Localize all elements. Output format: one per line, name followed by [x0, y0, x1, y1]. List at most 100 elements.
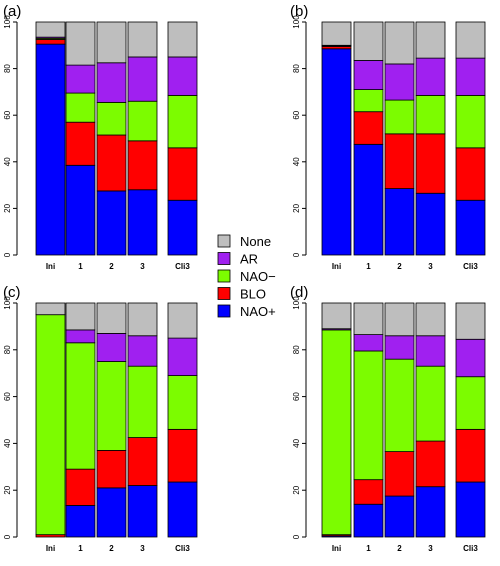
bar-segment-nao-plus-ini [35, 43, 66, 256]
bar-segment-nao-minus-3 [127, 365, 158, 438]
bar-segment-blo-ini [35, 39, 66, 45]
bar-segment-nao-plus-2 [96, 190, 127, 256]
bar-segment-none-3 [415, 302, 446, 337]
x-tick-label: 3 [140, 262, 145, 271]
legend-label: None [240, 234, 271, 249]
bar-segment-none-3 [127, 21, 158, 58]
y-tick-label: 0 [292, 252, 301, 257]
x-tick-label: 2 [397, 262, 402, 271]
bar-segment-blo-cli3 [167, 147, 198, 201]
y-tick-label: 80 [3, 64, 12, 73]
y-tick-label: 80 [292, 64, 301, 73]
panel-label: (c) [3, 284, 21, 301]
bar-segment-nao-minus-1 [65, 342, 96, 470]
y-tick-label: 60 [3, 392, 12, 401]
bar-segment-none-ini [35, 21, 66, 38]
bar-segment-blo-2 [384, 133, 415, 189]
bar-segment-nao-minus-2 [384, 99, 415, 135]
y-tick-label: 60 [292, 392, 301, 401]
bar-segment-nao-plus-cli3 [455, 199, 486, 256]
bar-segment-nao-minus-ini [35, 314, 66, 536]
bar-segment-ar-2 [96, 333, 127, 362]
bar-segment-none-1 [65, 21, 96, 66]
bar-segment-ar-cli3 [167, 337, 198, 376]
bar-segment-nao-minus-cli3 [167, 94, 198, 149]
y-tick-label: 40 [3, 157, 12, 166]
bar-segment-ar-cli3 [455, 57, 486, 96]
y-tick-label: 40 [292, 157, 301, 166]
y-tick-label: 100 [3, 296, 12, 310]
bar-segment-blo-1 [65, 121, 96, 166]
y-tick-label: 40 [292, 438, 301, 447]
bar-segment-nao-plus-3 [415, 486, 446, 538]
x-tick-label: 1 [366, 262, 371, 271]
bar-segment-ar-2 [384, 335, 415, 360]
bar-segment-nao-minus-3 [415, 365, 446, 442]
x-tick-label: 3 [428, 544, 433, 553]
bar-segment-nao-minus-3 [415, 94, 446, 135]
bar-segment-ar-3 [127, 335, 158, 367]
legend-swatch [217, 234, 231, 248]
bar-segment-nao-minus-cli3 [455, 94, 486, 149]
chart-panel-2: (b) 0 20 40 60 80 100 Ini 1 2 3 Cli3 [290, 3, 486, 271]
bar-segment-nao-minus-ini [321, 329, 352, 536]
bar-segment-none-2 [384, 302, 415, 337]
bar-segment-none-ini [321, 21, 352, 46]
legend-swatch [217, 304, 231, 318]
bar-segment-blo-3 [415, 133, 446, 194]
bar-segment-blo-cli3 [455, 147, 486, 201]
bar-segment-none-1 [353, 21, 384, 61]
bar-segment-nao-minus-1 [65, 92, 96, 123]
bar-segment-none-1 [353, 302, 384, 335]
legend-label: NAO+ [240, 304, 276, 319]
bar-segment-ar-1 [65, 64, 96, 94]
y-tick-label: 20 [292, 203, 301, 212]
bar-segment-nao-plus-1 [353, 143, 384, 256]
x-tick-label: Ini [332, 262, 341, 271]
x-tick-label: 2 [397, 544, 402, 553]
bar-segment-ar-3 [415, 335, 446, 367]
bar-segment-nao-plus-3 [127, 189, 158, 256]
bar-segment-none-2 [96, 302, 127, 334]
bar-segment-nao-plus-ini [321, 48, 352, 256]
y-tick-label: 100 [3, 15, 12, 29]
bar-segment-blo-3 [127, 437, 158, 486]
y-tick-label: 80 [3, 345, 12, 354]
bar-segment-blo-cli3 [455, 428, 486, 483]
chart-panel-4: (d) 0 20 40 60 80 100 Ini 1 2 3 Cli3 [290, 284, 486, 553]
bar-segment-nao-minus-3 [127, 100, 158, 142]
bar-segment-nao-plus-1 [353, 503, 384, 538]
x-tick-label: Cli3 [463, 262, 478, 271]
bar-segment-blo-2 [96, 134, 127, 192]
bar-segment-none-cli3 [167, 21, 198, 58]
bar-segment-nao-plus-1 [65, 164, 96, 256]
y-tick-label: 60 [3, 110, 12, 119]
bar-segment-nao-minus-2 [384, 358, 415, 452]
bar-segment-nao-plus-3 [127, 485, 158, 538]
legend-label: AR [240, 252, 258, 267]
y-tick-label: 100 [292, 15, 301, 29]
x-tick-label: 2 [109, 262, 114, 271]
bar-segment-none-cli3 [455, 21, 486, 59]
y-tick-label: 80 [292, 345, 301, 354]
legend-item-ar: AR [217, 252, 258, 267]
panel-label: (b) [290, 3, 308, 20]
legend-item-nao-plus: NAO+ [217, 304, 276, 319]
bar-segment-nao-plus-2 [96, 487, 127, 538]
bar-segment-ar-1 [353, 60, 384, 90]
x-tick-label: 1 [78, 262, 83, 271]
y-tick-label: 0 [292, 534, 301, 539]
bar-segment-nao-plus-cli3 [167, 481, 198, 538]
legend-item-blo: BLO [217, 287, 266, 302]
x-tick-label: 3 [428, 262, 433, 271]
y-tick-label: 0 [3, 534, 12, 539]
bar-segment-blo-1 [65, 468, 96, 506]
legend-label: NAO− [240, 269, 276, 284]
bar-segment-blo-cli3 [167, 428, 198, 483]
bar-segment-ar-cli3 [167, 56, 198, 96]
y-tick-label: 40 [3, 438, 12, 447]
chart-panel-1: (a) 0 20 40 60 80 100 Ini 1 2 3 Cli3 [3, 3, 198, 271]
bar-segment-none-ini [35, 302, 66, 316]
bar-segment-blo-3 [415, 440, 446, 488]
